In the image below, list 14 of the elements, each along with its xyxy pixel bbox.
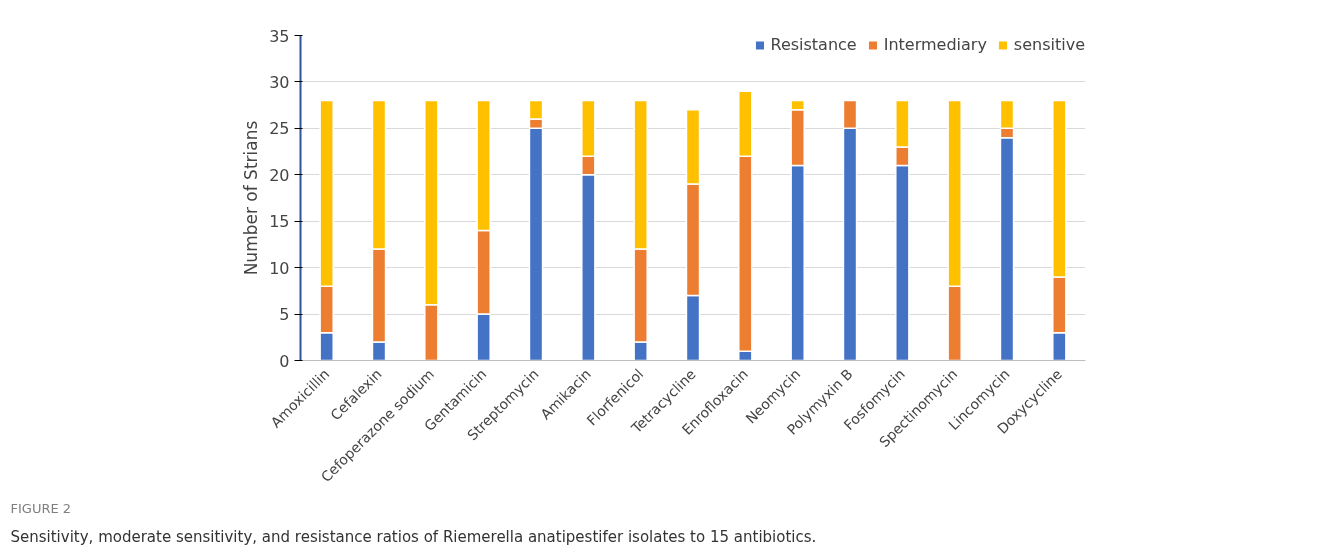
y-tick-label: 25 <box>269 119 290 139</box>
y-tick-label: 15 <box>269 212 290 232</box>
caption: FIGURE 2 <box>10 500 72 516</box>
legend-label: Resistance <box>770 35 857 54</box>
y-tick-label: 5 <box>279 305 290 325</box>
y-tick-label: 0 <box>279 351 290 371</box>
y-tick-label: 20 <box>269 165 290 185</box>
legend-label: sensitive <box>1013 35 1085 54</box>
legend-label: Intermediary <box>883 35 987 54</box>
text: Sensitivity, moderate sensitivity, and resistance ratios of Riemerella anatipestifer isolates to 15 antibiotics. <box>10 527 817 546</box>
y-axis-title: Number of Strians <box>241 120 262 276</box>
y-tick-label: 10 <box>269 258 290 278</box>
y-tick-label: 35 <box>269 26 290 46</box>
y-tick-label: 30 <box>269 72 290 92</box>
